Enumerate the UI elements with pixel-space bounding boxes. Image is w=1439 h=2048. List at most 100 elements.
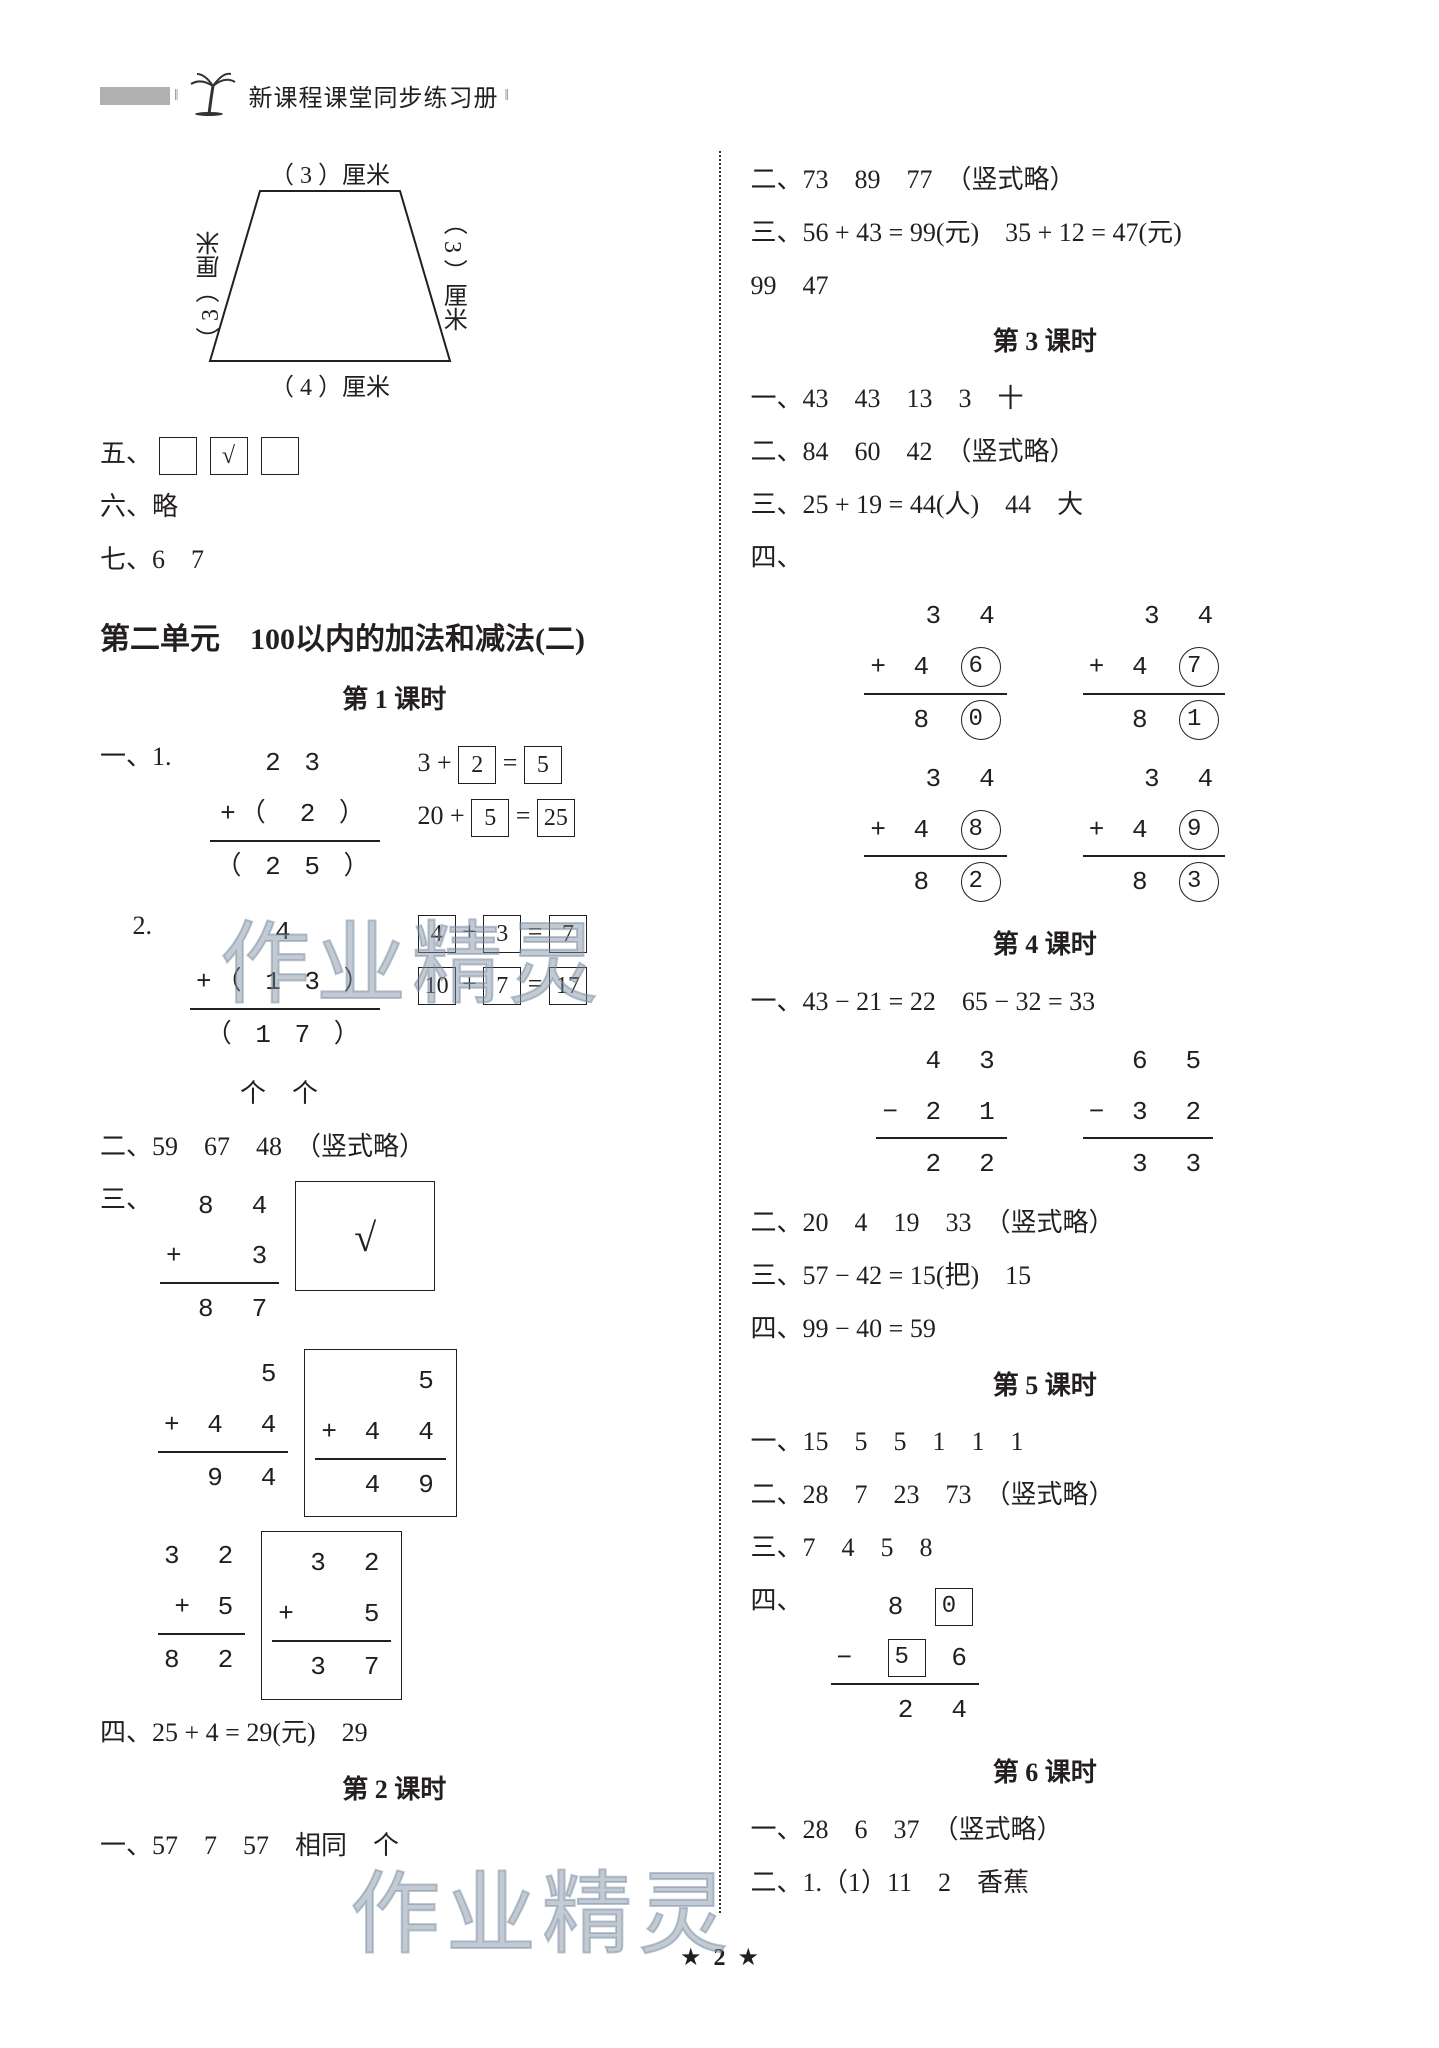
c2-cc: 1 — [1179, 700, 1219, 740]
l1-san-row3: 3 2 + 5 8 2 3 2 + 5 3 7 — [150, 1527, 689, 1703]
v3-a: 8 4 — [160, 1181, 279, 1232]
lesson1-title: 第 1 课时 — [100, 677, 689, 724]
q7-line: 七、6 7 — [100, 537, 689, 584]
footer-star-left: ★ — [680, 1945, 702, 1971]
l1-q1-row: 一、1. 2 3 +（ 2 ） （ 2 5 ） 3 + 2 = 5 20 + — [100, 734, 689, 896]
vstack-7: 6 5 − 3 2 3 3 — [1083, 1036, 1213, 1190]
cstack-1: 3 4 + 4 6 8 0 — [864, 591, 1006, 745]
eq1a-b1: 2 — [458, 746, 496, 784]
vstack-5: 3 2 + 5 8 2 — [158, 1531, 245, 1685]
trap-right-label: （ 3 ）厘米 — [430, 211, 473, 331]
trap-top-label: （ 3 ）厘米 — [270, 155, 390, 198]
eq1b-b2: 25 — [537, 799, 575, 837]
q5-box2: √ — [210, 437, 248, 475]
l4-er: 二、20 4 19 33 （竖式略） — [751, 1200, 1340, 1247]
c3-cc: 2 — [961, 862, 1001, 902]
v2-c: （ 1 7 ） — [190, 1008, 380, 1061]
l4-si: 四、99 − 40 = 59 — [751, 1306, 1340, 1353]
footer-page: 2 — [714, 1945, 726, 1971]
l2-yi: 一、57 7 57 相同 个 — [100, 1823, 689, 1870]
v7-c: 3 3 — [1083, 1137, 1213, 1190]
l1-q1-2-label: 2. — [100, 903, 152, 950]
l1-q1-label: 一、1. — [100, 734, 172, 781]
v1-c: （ 2 5 ） — [210, 840, 380, 893]
header-title: 新课程课堂同步练习册 — [249, 78, 499, 113]
v8-c: 2 4 — [831, 1683, 979, 1736]
v5b-a: 3 2 — [272, 1538, 391, 1589]
cstack-2: 3 4 + 4 7 8 1 — [1083, 591, 1225, 745]
v3b-check: √ — [354, 1215, 376, 1260]
l6-yi: 一、28 6 37 （竖式略） — [751, 1807, 1340, 1854]
l3-si-row: 四、 — [751, 535, 1340, 582]
c4-bp: + 4 — [1089, 815, 1154, 845]
c4-cp: 8 — [1132, 867, 1154, 897]
c1-cp: 8 — [914, 705, 936, 735]
vstack-3: 8 4 + 3 8 7 — [160, 1181, 279, 1335]
vstack-6: 4 3 − 2 1 2 2 — [876, 1036, 1006, 1190]
eq2b-b1: 10 — [418, 967, 456, 1005]
vstack-5b-box: 3 2 + 5 3 7 — [261, 1531, 402, 1699]
eq1b-l: 20 + — [418, 801, 465, 830]
l3-si-pair2: 3 4 + 4 8 8 2 3 4 + 4 9 8 3 — [751, 750, 1340, 912]
eq2a-b1: 4 — [418, 915, 456, 953]
c1-cc: 0 — [961, 700, 1001, 740]
l2-san-a: 三、56 + 43 = 99(元) 35 + 12 = 47(元) — [751, 210, 1340, 257]
eq2a-eq: = — [528, 917, 543, 946]
l4-yi-pair: 4 3 − 2 1 2 2 6 5 − 3 2 3 3 — [751, 1032, 1340, 1194]
v4b-c: 4 9 — [315, 1458, 445, 1511]
v5b-b: + 5 — [272, 1589, 391, 1640]
v8-bb: 5 — [888, 1639, 926, 1677]
lesson3-title: 第 3 课时 — [751, 319, 1340, 366]
eq1b-b1: 5 — [471, 799, 509, 837]
header-divider-left: ‖ — [174, 87, 179, 105]
l2-san-b: 99 47 — [751, 263, 1340, 310]
eq2a-b3: 7 — [549, 915, 587, 953]
l1-q1-2-row: 2. 4 +（ 1 3 ） （ 1 7 ） 4 + 3 = 7 10 — [100, 903, 689, 1065]
eq-block-2: 4 + 3 = 7 10 + 7 = 17 — [418, 903, 587, 1015]
v4-b: + 4 4 — [158, 1400, 288, 1451]
l1-er: 二、59 67 48 （竖式略） — [100, 1124, 689, 1171]
header-divider-right: ‖ — [505, 87, 510, 105]
column-divider — [719, 151, 721, 1913]
q6-line: 六、略 — [100, 484, 689, 531]
left-column: （ 3 ）厘米 （ 4 ）厘米 （ 3 ）厘米 （ 3 ）厘米 五、 √ 六、略… — [100, 151, 689, 1913]
vstack-1: 2 3 +（ 2 ） （ 2 5 ） — [210, 738, 380, 892]
cstack-3: 3 4 + 4 8 8 2 — [864, 754, 1006, 908]
eq1b-eq: = — [516, 801, 531, 830]
c4-bc: 9 — [1179, 810, 1219, 850]
l3-si-label: 四、 — [751, 543, 803, 572]
v3-b: + 3 — [160, 1231, 279, 1282]
l5-san: 三、7 4 5 8 — [751, 1525, 1340, 1572]
l5-er: 二、28 7 23 73 （竖式略） — [751, 1472, 1340, 1519]
c3-cp: 8 — [914, 867, 936, 897]
v4b-b: + 4 4 — [315, 1407, 445, 1458]
trap-bottom-label: （ 4 ）厘米 — [270, 367, 390, 410]
c2-bp: + 4 — [1089, 652, 1154, 682]
eq2a-plus: + — [462, 917, 477, 946]
l1-san-label: 三、 — [100, 1177, 152, 1224]
lesson6-title: 第 6 课时 — [751, 1750, 1340, 1797]
c2-cp: 8 — [1132, 705, 1154, 735]
c1-bp: + 4 — [870, 652, 935, 682]
l1-si: 四、25 + 4 = 29(元) 29 — [100, 1710, 689, 1757]
v8-ap: 8 — [888, 1592, 910, 1622]
v8-bpost: 6 — [951, 1643, 973, 1673]
checkbox-3: √ — [295, 1181, 435, 1291]
v7-b: − 3 2 — [1083, 1087, 1213, 1138]
v8-bp: − — [837, 1643, 863, 1673]
l5-si-label: 四、 — [751, 1578, 803, 1625]
v5-b: + 5 — [158, 1582, 245, 1633]
v5-c: 8 2 — [158, 1633, 245, 1686]
v2-b: +（ 1 3 ） — [190, 957, 380, 1008]
eq-block-1: 3 + 2 = 5 20 + 5 = 25 — [418, 734, 575, 846]
q5-box3 — [261, 437, 299, 475]
c1-bc: 6 — [961, 647, 1001, 687]
c2-bc: 7 — [1179, 647, 1219, 687]
q5-label: 五、 — [100, 439, 152, 468]
l1-san-row2: 5 + 4 4 9 4 5 + 4 4 4 9 — [150, 1345, 689, 1521]
lesson5-title: 第 5 课时 — [751, 1363, 1340, 1410]
gege-label: 个 个 — [240, 1071, 689, 1118]
cstack-4: 3 4 + 4 9 8 3 — [1083, 754, 1225, 908]
right-column: 二、73 89 77 （竖式略） 三、56 + 43 = 99(元) 35 + … — [751, 151, 1340, 1913]
two-column-layout: （ 3 ）厘米 （ 4 ）厘米 （ 3 ）厘米 （ 3 ）厘米 五、 √ 六、略… — [100, 151, 1339, 1913]
